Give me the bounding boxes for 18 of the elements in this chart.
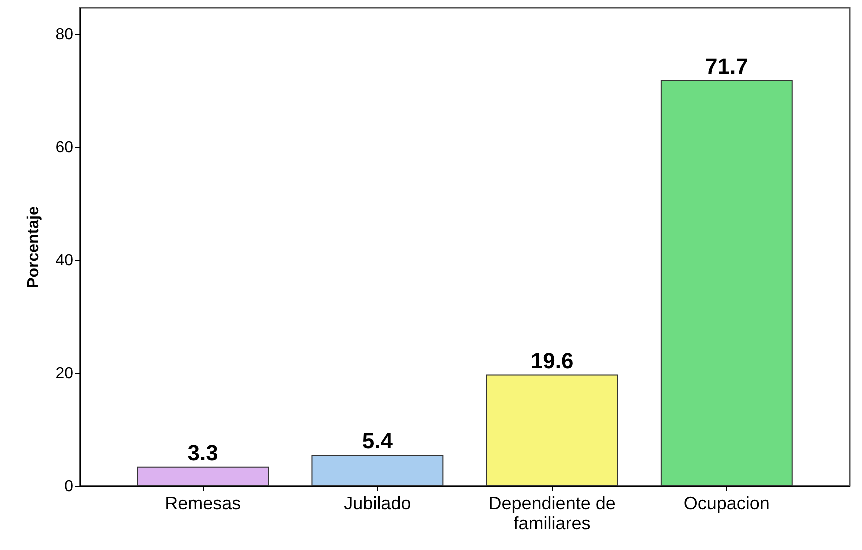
y-tick-label: 20 xyxy=(56,366,74,382)
data-label: 3.3 xyxy=(188,440,218,466)
x-tick-label: Ocupacion xyxy=(684,494,770,514)
x-tick-label: Dependiente de familiares xyxy=(488,494,616,534)
bar xyxy=(137,466,270,486)
data-label: 5.4 xyxy=(362,428,394,454)
y-tick-label: 40 xyxy=(56,252,74,270)
x-tick-label: Jubilado xyxy=(344,494,412,514)
bar xyxy=(486,374,618,486)
data-label: 71.7 xyxy=(705,54,748,79)
y-tick-label: 0 xyxy=(64,478,74,496)
bar xyxy=(660,80,793,486)
y-tick-label: 60 xyxy=(56,139,74,156)
data-label: 19.6 xyxy=(530,348,574,374)
y-tick-label: 80 xyxy=(56,26,74,44)
x-tick-label: Remesas xyxy=(165,494,242,514)
bar xyxy=(312,454,444,486)
y-axis-title: Porcentaje xyxy=(26,206,43,288)
